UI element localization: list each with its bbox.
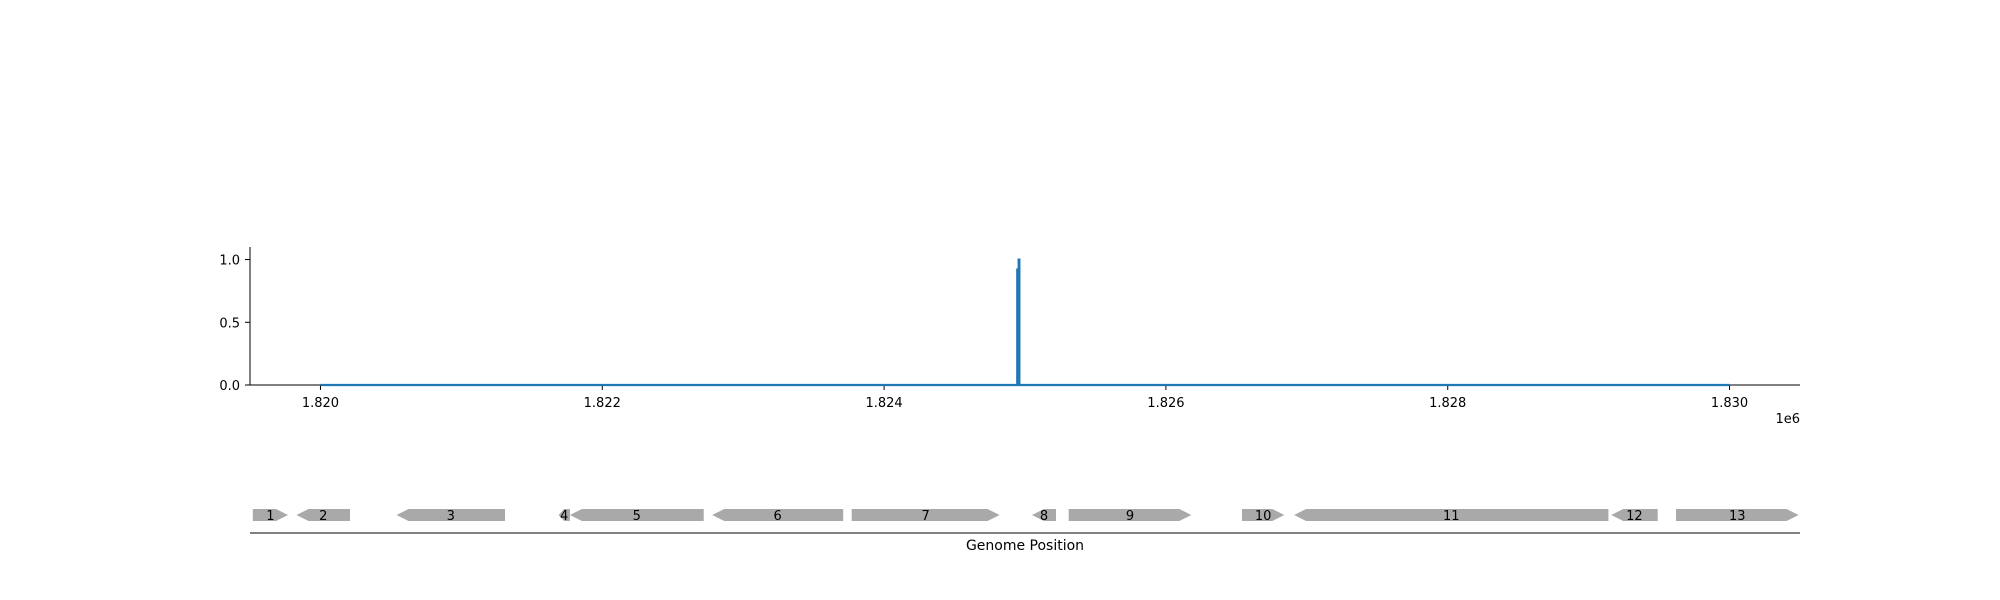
gene-feature-arrow	[396, 509, 505, 521]
gene-feature-label: 3	[447, 509, 455, 524]
gene-feature-label: 10	[1255, 509, 1272, 524]
gene-feature-label: 13	[1729, 509, 1746, 524]
gene-feature-arrow	[1294, 509, 1609, 521]
gene-feature-arrow	[558, 509, 570, 521]
gene-feature-label: 6	[774, 509, 782, 524]
x-axis-label: Genome Position	[966, 538, 1084, 554]
x-offset-label: 1e6	[1775, 412, 1800, 427]
gene-feature-arrow	[252, 509, 288, 521]
y-tick-label: 0.0	[219, 379, 240, 394]
gene-feature-label: 12	[1626, 509, 1643, 524]
x-tick-label: 1.820	[302, 396, 339, 411]
gene-feature-label: 4	[560, 509, 568, 524]
gene-features: 1 2 3 4 5 6 7 8 9 10 11 12 13	[252, 509, 1799, 524]
gene-track-panel: 1 2 3 4 5 6 7 8 9 10 11 12 13 Genome Position	[250, 509, 1800, 554]
gene-feature-arrow	[1032, 509, 1056, 521]
gene-feature-label: 8	[1040, 509, 1048, 524]
gene-feature-label: 9	[1126, 509, 1134, 524]
y-tick-label: 1.0	[219, 254, 240, 269]
gene-feature-label: 1	[266, 509, 274, 524]
x-tick-label: 1.830	[1711, 396, 1748, 411]
x-tick-label: 1.826	[1147, 396, 1184, 411]
gene-feature-arrow	[712, 509, 844, 521]
signal-panel: 1.820 1.822 1.824 1.826 1.828 1.830 0.0 0.5 1.0…	[219, 247, 1800, 427]
gene-feature-arrow	[851, 509, 1000, 521]
gene-feature-arrow	[1242, 509, 1285, 521]
gene-feature-arrow	[1068, 509, 1192, 521]
gene-feature-label: 2	[319, 509, 327, 524]
gene-feature-arrow	[569, 509, 704, 521]
signal-line	[320, 258, 1730, 387]
gene-feature-arrow	[1611, 509, 1658, 521]
gene-feature-label: 7	[922, 509, 930, 524]
x-tick-label: 1.822	[584, 396, 621, 411]
x-tick-label: 1.828	[1429, 396, 1466, 411]
x-ticks: 1.820 1.822 1.824 1.826 1.828 1.830	[302, 385, 1748, 411]
y-ticks: 0.0 0.5 1.0	[219, 254, 250, 394]
y-tick-label: 0.5	[219, 316, 240, 331]
gene-feature-arrow	[1676, 509, 1799, 521]
gene-feature-arrow	[296, 509, 350, 521]
gene-feature-label: 5	[633, 509, 641, 524]
gene-feature-label: 11	[1443, 509, 1460, 524]
x-tick-label: 1.824	[865, 396, 902, 411]
